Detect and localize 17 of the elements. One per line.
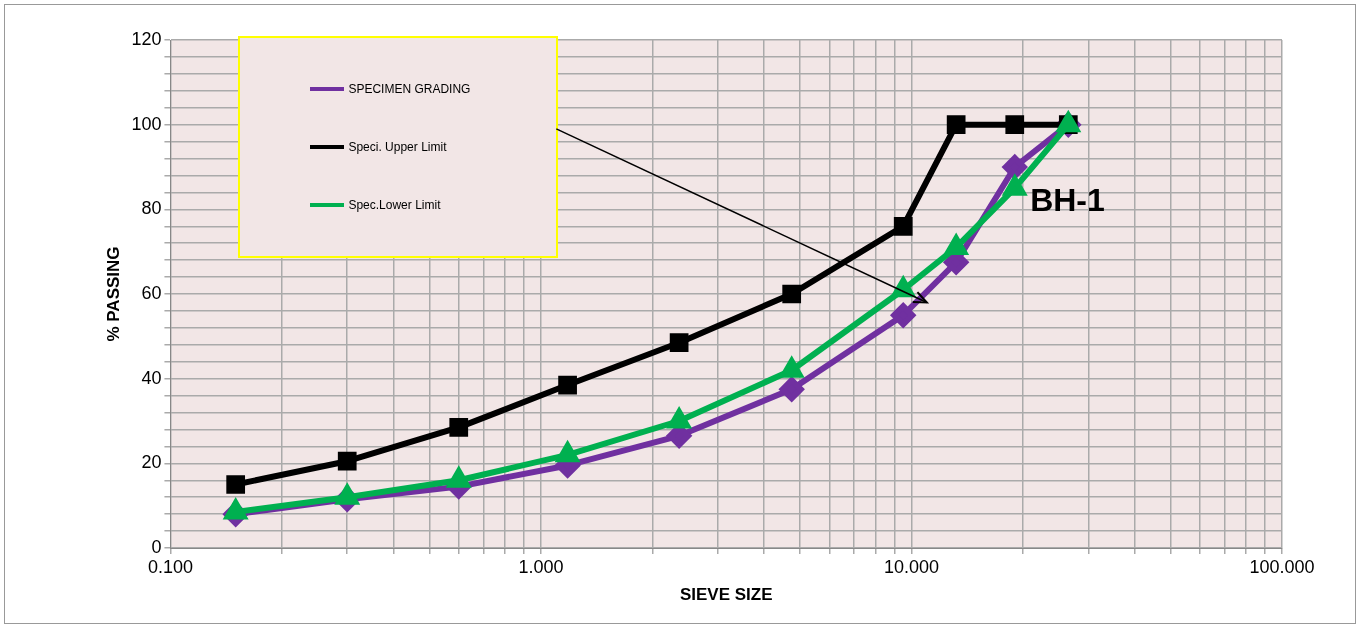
y-tick-label: 40 [141,367,162,388]
y-tick-label: 20 [141,452,162,473]
x-tick-label: 100.000 [1249,556,1315,577]
legend-label: Spec.Lower Limit [348,198,441,212]
y-tick-label: 120 [131,28,162,49]
y-axis-title: % PASSING [103,246,123,342]
legend-label: SPECIMEN GRADING [348,82,471,96]
y-tick-label: 80 [141,198,162,219]
x-axis-title: SIEVE SIZE [679,585,773,605]
legend-label: Speci. Upper Limit [348,140,447,154]
x-tick-label: 10.000 [883,556,940,577]
y-tick-label: 100 [131,113,162,134]
y-tick-label: 60 [141,282,162,303]
annotation: BH-1 [1030,182,1105,219]
x-tick-label: 1.000 [518,556,564,577]
x-tick-label: 0.100 [147,556,193,577]
y-tick-label: 0 [151,536,162,557]
